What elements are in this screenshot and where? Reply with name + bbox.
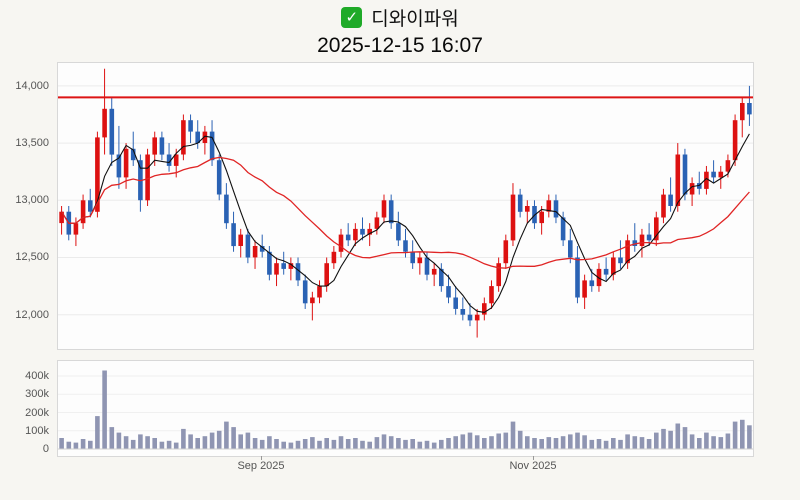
price-axis: 14,000 13,500 13,000 12,500 12,000 (0, 62, 53, 350)
stock-name: 디와이파워 (371, 8, 459, 30)
price-tick-label: 12,000 (15, 309, 49, 321)
volume-tick-label: 200k (25, 407, 49, 419)
volume-axis: 400k 300k 200k 100k 0 (0, 360, 53, 457)
price-tick-label: 12,500 (15, 251, 49, 263)
price-tick-label: 13,500 (15, 137, 49, 149)
volume-tick-label: 0 (42, 443, 49, 455)
x-tick-label: Nov 2025 (509, 460, 557, 472)
title-row: ✓ 디와이파워 (0, 4, 800, 30)
volume-panel[interactable] (57, 360, 754, 457)
x-tick-mark (533, 456, 534, 460)
chart-header: ✓ 디와이파워 2025-12-15 16:07 (0, 4, 800, 58)
checkmark-glyph: ✓ (345, 8, 359, 26)
x-tick-label: Sep 2025 (237, 460, 285, 472)
time-axis: Sep 2025 Nov 2025 (57, 456, 754, 476)
volume-svg (58, 370, 753, 450)
x-tick-mark (261, 456, 262, 460)
checkmark-icon: ✓ (341, 6, 363, 28)
volume-tick-label: 100k (25, 425, 49, 437)
volume-tick-label: 300k (25, 388, 49, 400)
price-tick-label: 14,000 (15, 80, 49, 92)
candlestick-panel[interactable] (57, 62, 754, 350)
chart-datetime: 2025-12-15 16:07 (317, 34, 483, 57)
volume-tick-label: 400k (25, 370, 49, 382)
candlestick-svg (58, 68, 753, 338)
price-tick-label: 13,000 (15, 194, 49, 206)
